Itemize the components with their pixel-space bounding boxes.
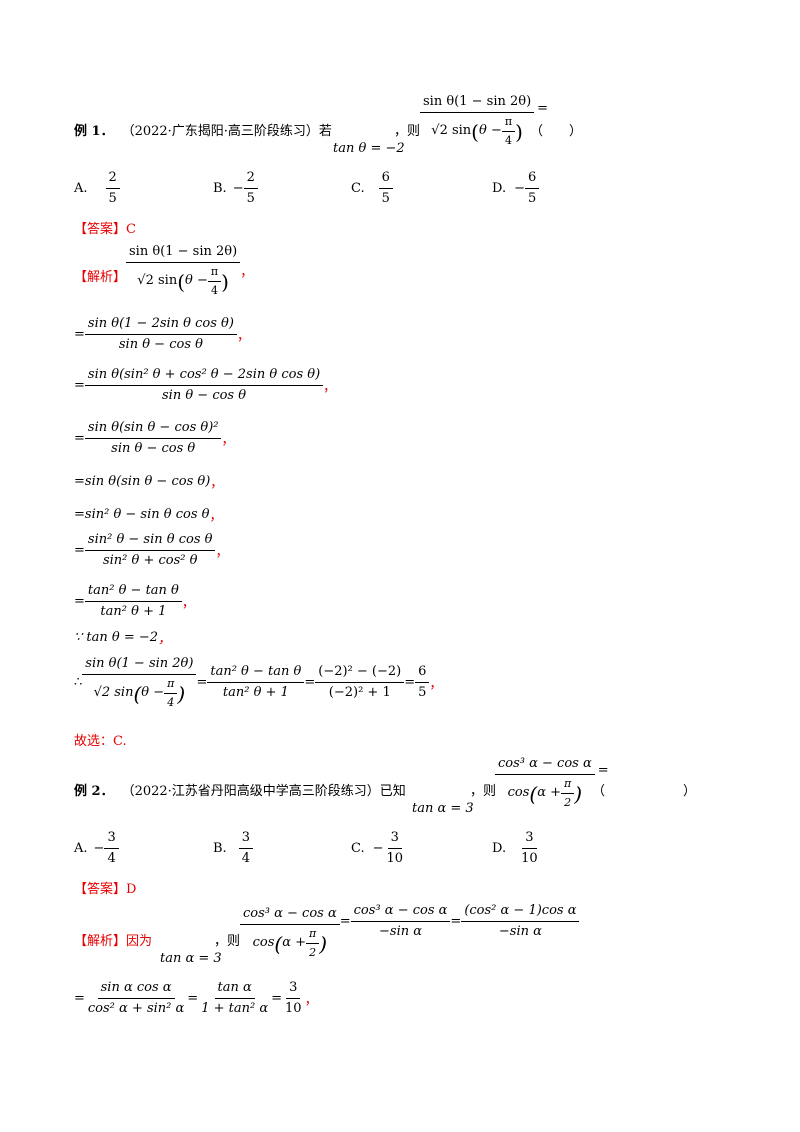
example1-choose: 故选：C. (74, 734, 127, 749)
step-7: = tan² θ − tan θ tan² θ + 1 ， (74, 583, 195, 620)
example1-condition: tan θ = −2 (333, 141, 405, 156)
example1-source: （2022·广东揭阳·高三阶段练习）若 (121, 124, 332, 139)
example2-blank-paren: （ ） (592, 784, 697, 799)
example2-analysis-cond: tan α = 3 (160, 951, 222, 966)
step-5: = sin² θ − sin θ cos θ， (74, 507, 223, 524)
example1-main-fraction: sin θ(1 − sin 2θ) √2 sin ( θ − π 4 ) (420, 94, 535, 148)
example2-then: ，则 (470, 784, 497, 799)
step-6: = sin² θ − sin θ cos θ sin² θ + cos² θ ， (74, 532, 229, 569)
because-line: ∵ tan θ = −2， (74, 630, 172, 647)
example1-answer: 【答案】C (74, 222, 136, 237)
fraction-denominator: √2 sin ( θ − π 4 ) (431, 115, 523, 148)
example2-analysis-tag: 【解析】 因为 (74, 934, 153, 949)
fraction-numerator: sin θ(1 − sin 2θ) (420, 94, 535, 114)
example1-then: ，则 (394, 124, 421, 139)
step-2: = sin θ(sin² θ + cos² θ − 2sin θ cos θ) s… (74, 367, 337, 404)
example1-label: 例 1． (74, 124, 114, 139)
equals-sign: = (537, 101, 549, 117)
step-4: = sin θ(sin θ − cos θ)， (74, 474, 224, 491)
example1-blank-paren: （ ） (530, 124, 583, 139)
step-3: = sin θ(sin θ − cos θ)² sin θ − cos θ ， (74, 420, 235, 457)
example2-option-d[interactable]: D. 3 10 (492, 830, 538, 867)
example2-source: （2022·江苏省丹阳高级中学高三阶段练习）已知 (121, 784, 406, 799)
example1-expression: sin θ(1 − sin 2θ) √2 sin ( θ − π 4 ) = (420, 94, 548, 148)
example2-answer: 【答案】D (74, 882, 137, 897)
example2-analysis-then: ，则 (214, 934, 241, 949)
step-1: = sin θ(1 − 2sin θ cos θ) sin θ − cos θ ， (74, 316, 250, 353)
pi-over-4: π 4 (501, 115, 516, 148)
example2-label: 例 2． (74, 784, 114, 799)
sqrt2-sin: √2 sin (431, 123, 472, 139)
example1-header: 例 1． （2022·广东揭阳·高三阶段练习）若 (74, 120, 332, 139)
theta-minus: θ − (478, 123, 502, 139)
analysis-tag: 【解析】 (74, 270, 127, 286)
example2-header: 例 2． （2022·江苏省丹阳高级中学高三阶段练习）已知 (74, 780, 406, 799)
example2-condition: tan α = 3 (412, 801, 474, 816)
example2-option-c[interactable]: C. − 3 10 (351, 830, 404, 867)
